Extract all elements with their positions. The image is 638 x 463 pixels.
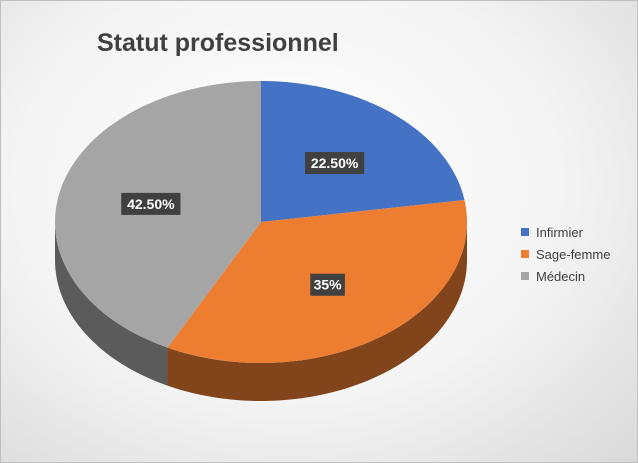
legend-label-medecin: Médecin <box>536 268 586 284</box>
legend-swatch-sage-femme <box>521 250 529 258</box>
legend-label-infirmier: Infirmier <box>536 224 583 240</box>
legend-label-sage-femme: Sage-femme <box>536 246 611 262</box>
data-label-medecin: 42.50% <box>121 192 181 215</box>
data-label-box-sage-femme <box>310 273 345 296</box>
data-label-box-medecin <box>121 192 181 215</box>
data-label-text-sage-femme: 35% <box>314 277 343 293</box>
data-label-text-medecin: 42.50% <box>127 196 175 212</box>
legend-item-medecin: Médecin <box>521 265 610 287</box>
pie-slice-infirmier <box>261 81 465 222</box>
legend-item-infirmier: Infirmier <box>521 221 610 243</box>
legend-swatch-infirmier <box>521 228 529 236</box>
data-label-text-infirmier: 22.50% <box>311 155 359 171</box>
data-label-infirmier: 22.50% <box>304 152 365 175</box>
legend-swatch-medecin <box>521 272 529 280</box>
chart-title: Statut professionnel <box>97 29 339 57</box>
data-label-sage-femme: 35% <box>310 273 345 296</box>
legend: Infirmier Sage-femme Médecin <box>521 221 610 287</box>
pie-slice-side-sage-femme <box>167 222 467 402</box>
legend-item-sage-femme: Sage-femme <box>521 243 610 265</box>
data-label-box-infirmier <box>304 152 365 175</box>
pie-slice-side-medecin <box>55 222 168 386</box>
